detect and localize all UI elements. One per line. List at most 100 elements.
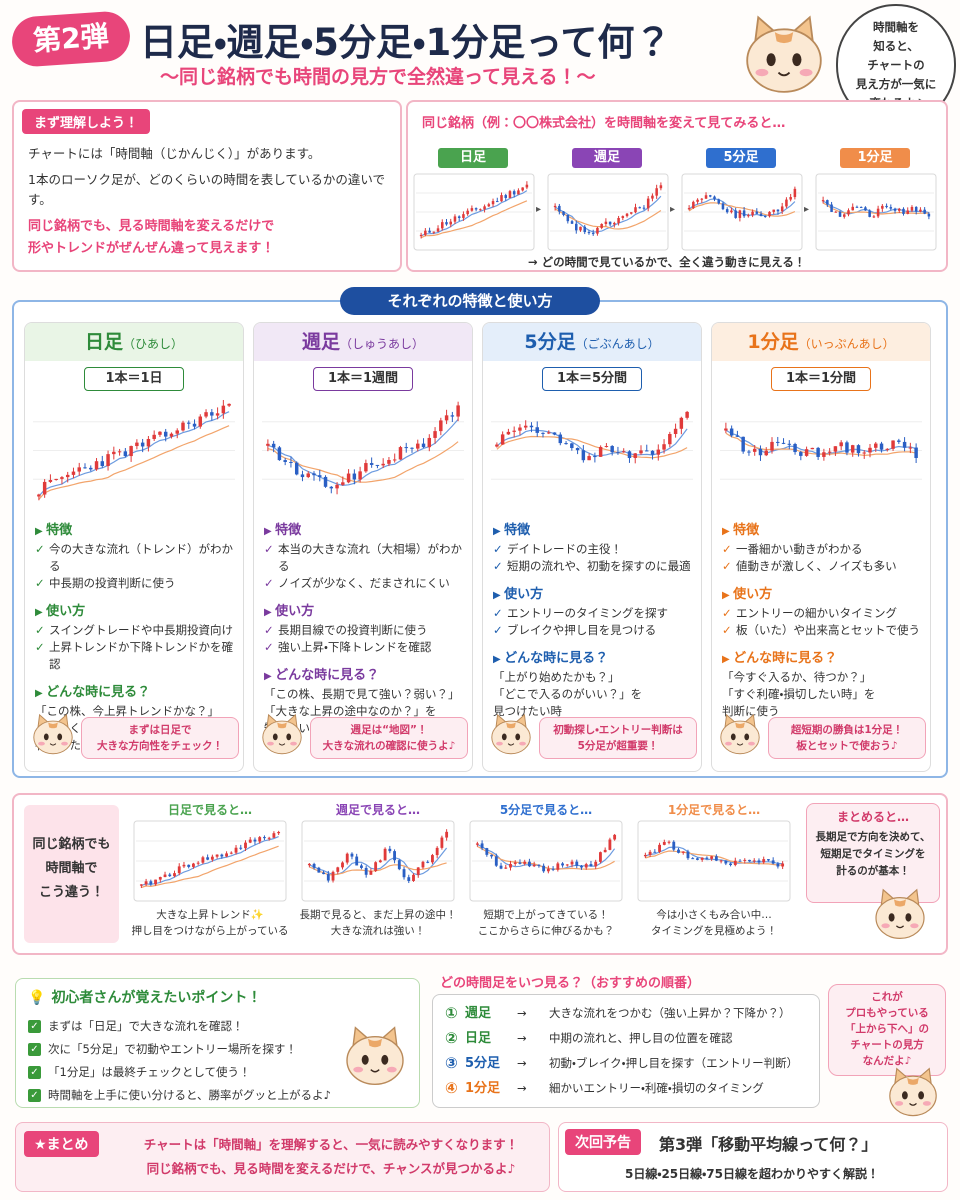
candle-body — [513, 862, 517, 864]
candle-body — [787, 443, 792, 445]
candle-body — [851, 206, 854, 211]
features-heading: それぞれの特徴と使い方 — [340, 287, 600, 315]
candle-body — [868, 210, 871, 217]
section-heading: 特徴 — [264, 519, 470, 538]
candle-body — [885, 205, 888, 208]
moving-average — [141, 836, 279, 886]
candle-body — [129, 446, 133, 457]
candle-body — [444, 415, 449, 421]
candle-body — [668, 434, 672, 445]
candle-body — [747, 215, 750, 217]
candle-body — [410, 447, 414, 449]
candle-body — [182, 864, 186, 867]
candle-body — [42, 481, 47, 495]
cat — [33, 713, 73, 755]
section-item: エントリーのタイミングを探す — [493, 605, 699, 622]
compare-box: 同じ銘柄（例：〇〇株式会社）を時間軸を変えて見てみると… 日足 週足 ▸ 5分足 ▸ 1分足… — [406, 100, 948, 272]
illustration — [889, 1067, 937, 1117]
candle-body — [350, 853, 354, 857]
candle-body — [768, 211, 771, 217]
candle-body — [106, 454, 110, 467]
feature-card: 日足（ひあし） 1本＝1日特徴今の大きな流れ（トレンド）がわかる中長期の投資判断に… — [24, 322, 244, 772]
section-heading: 使い方 — [722, 583, 928, 602]
candle-body — [653, 851, 657, 853]
candle-body — [810, 447, 815, 450]
tip-bubble: まずは日足で 大きな方向性をチェック！ — [81, 717, 239, 759]
card-title: 5分足 — [524, 331, 576, 353]
candle-body — [215, 413, 220, 416]
candle-body — [144, 881, 148, 885]
bubble-line: 「上から下へ」の — [845, 1023, 929, 1035]
candle-body — [914, 447, 918, 458]
illustration — [262, 713, 302, 755]
panel-title: 1分足で見ると… — [667, 803, 761, 817]
candle-body — [781, 863, 785, 867]
candle-body — [752, 860, 756, 862]
candle-body — [94, 461, 99, 470]
candle-body — [518, 862, 522, 864]
arrow-icon: ▸ — [536, 204, 542, 215]
candle-body — [570, 443, 574, 449]
candle-body — [158, 877, 162, 880]
candle-body — [833, 446, 838, 452]
candle-body — [864, 207, 867, 211]
card-title: 日足 — [84, 331, 123, 353]
section-item: デイトレードの主役！ — [493, 541, 699, 558]
candle-body — [717, 199, 720, 204]
cat-blush — [386, 1066, 397, 1073]
illustration — [301, 820, 455, 902]
cat-stripe — [774, 32, 794, 44]
section-heading: どんな時に見る？ — [35, 681, 241, 700]
footer-label: ★まとめ — [24, 1131, 99, 1157]
candle-body — [381, 463, 385, 466]
candle-body — [318, 475, 322, 477]
order-desc: 初動・ブレイク・押し目を探す（エントリー判断） — [549, 1056, 799, 1070]
candle-body — [532, 864, 536, 867]
candle-body — [856, 445, 861, 454]
candle-body — [135, 442, 139, 447]
candle-body — [433, 431, 437, 438]
cat-eye — [361, 1054, 369, 1065]
candle-body — [163, 431, 168, 437]
candle-body — [648, 851, 652, 855]
text-line: 長期足で方向を決めて、 — [815, 831, 931, 843]
arrow-icon: ▸ — [804, 204, 810, 215]
features-box: 日足（ひあし） 1本＝1日特徴今の大きな流れ（トレンド）がわかる中長期の投資判断に… — [12, 300, 948, 778]
candle-body — [613, 834, 617, 840]
candle-body — [117, 451, 122, 453]
candle-body — [789, 197, 792, 200]
point-row: ✓ まずは「日足」で大きな流れを確認！ — [28, 1015, 407, 1038]
candle-body — [598, 446, 603, 457]
cat-eye — [905, 913, 912, 922]
cat-face — [33, 720, 73, 755]
candle-body — [335, 484, 339, 489]
candle-body — [780, 206, 784, 212]
candle-body — [830, 204, 833, 212]
candle-body — [479, 209, 482, 211]
card-reading: （ひあし） — [123, 337, 184, 351]
tip-line: 週足は“地図”！ — [350, 724, 428, 736]
text-line: こう違う！ — [38, 885, 104, 900]
section-line: 「この株、今上昇トレンドかな？」 — [35, 704, 219, 718]
candle-body — [173, 873, 176, 877]
candle-body — [419, 234, 423, 237]
candle-body — [271, 443, 276, 448]
candle-body — [100, 461, 105, 467]
candle-body — [764, 216, 767, 218]
section-item: 本当の大きな流れ（大相場）がわかる — [264, 541, 470, 575]
candle-body — [655, 188, 658, 196]
candle-body — [445, 222, 448, 225]
section-line: 判断に使う — [722, 704, 780, 718]
candle-body — [480, 843, 484, 849]
candle-body — [506, 431, 511, 435]
order-number: ① — [445, 1004, 458, 1022]
candle-body — [885, 448, 890, 450]
text-line: チャートの — [867, 58, 925, 72]
views-box: 同じ銘柄でも 時間軸で こう違う！ 日足で見ると… 大きな上昇トレンド✨ 押し目をつけなが… — [12, 793, 948, 955]
text-line: 大きな上昇トレンド✨ — [156, 909, 264, 921]
point-text: 「1分足」は最終チェックとして使う！ — [48, 1065, 251, 1079]
candle-body — [855, 206, 859, 208]
candle-body — [696, 858, 699, 860]
illustration — [33, 399, 235, 501]
intro-box: まず理解しよう！ チャートには「時間軸（じかんじく）」があります。 1本のローソク足… — [12, 100, 402, 272]
